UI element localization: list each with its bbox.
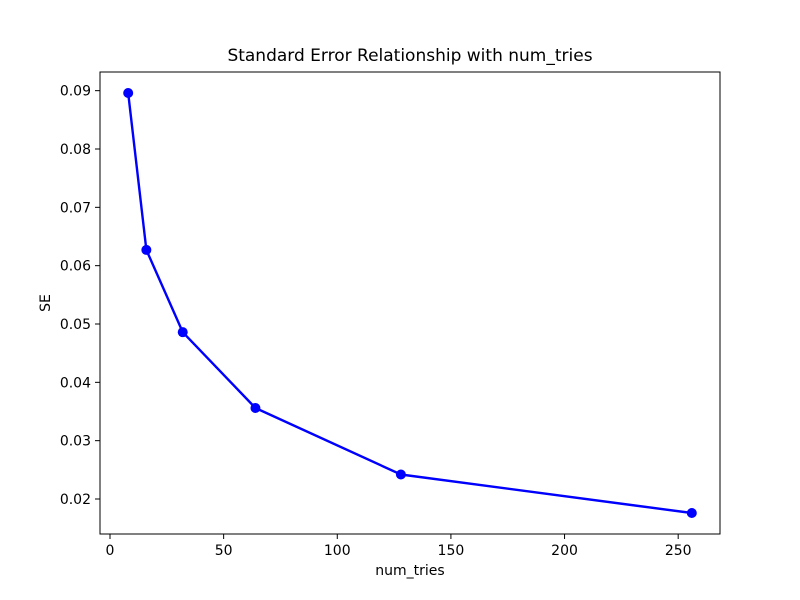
y-tick-label: 0.02 — [60, 492, 91, 508]
y-tick-label: 0.07 — [60, 200, 91, 216]
series-line — [126, 91, 694, 515]
x-tick-label: 100 — [324, 543, 351, 559]
x-tick-label: 50 — [215, 543, 233, 559]
data-point — [686, 508, 697, 518]
chart-title: Standard Error Relationship with num_tri… — [227, 46, 593, 66]
y-tick-label: 0.09 — [60, 84, 91, 100]
y-axis-label: SE — [38, 294, 54, 312]
data-point — [177, 327, 188, 338]
data-point — [123, 88, 134, 98]
data-point — [395, 469, 406, 480]
y-tick-label: 0.03 — [60, 434, 91, 450]
plot-frame — [99, 71, 721, 535]
data-point — [141, 244, 152, 255]
y-tick-label: 0.05 — [60, 317, 91, 333]
y-tick-label: 0.04 — [60, 375, 91, 391]
x-axis-label: num_tries — [375, 563, 445, 579]
y-tick-label: 0.08 — [60, 142, 91, 158]
data-point — [250, 403, 261, 413]
x-tick-label: 250 — [665, 543, 692, 559]
x-tick-label: 200 — [551, 543, 578, 559]
y-tick-label: 0.06 — [60, 259, 91, 275]
x-tick-label: 0 — [106, 543, 115, 559]
x-tick-label: 150 — [438, 543, 465, 559]
